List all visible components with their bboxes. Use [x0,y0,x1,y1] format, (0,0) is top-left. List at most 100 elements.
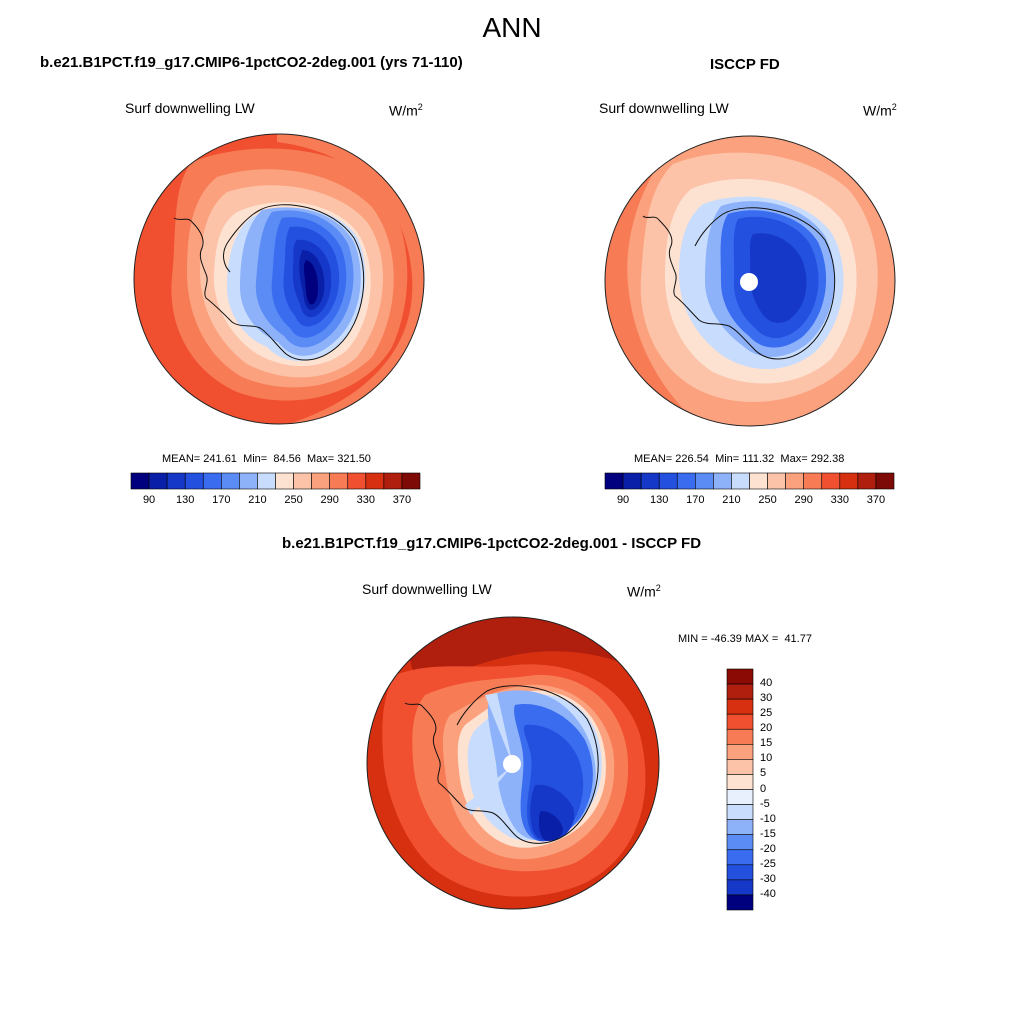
model-units: W/m2 [389,102,423,119]
model-variable-label: Surf downwelling LW [125,100,255,116]
model-colorbar-ticks: 90 130 170 210 250 290 330 370 [131,494,420,508]
obs-variable-label: Surf downwelling LW [599,100,729,116]
colorbar-tick-label: 40 [760,677,773,690]
colorbar-swatch [726,804,754,820]
colorbar-swatch [365,472,385,490]
colorbar-tick-label: 370 [866,494,886,506]
obs-contour-150 [749,233,807,323]
model-contour-90 [304,260,318,305]
colorbar-tick-label: -10 [760,812,776,825]
colorbar-swatch [184,472,204,490]
obs-units: W/m2 [863,102,897,119]
colorbar-tick-label: -5 [760,797,770,810]
colorbar-swatch [749,472,768,490]
colorbar-swatch [713,472,732,490]
colorbar-tick-label: 5 [760,767,767,780]
colorbar-tick-label: 250 [758,494,777,506]
colorbar-swatch [239,472,258,490]
colorbar-tick-label: 290 [794,494,813,506]
colorbar-swatch [726,683,754,700]
model-case-title: b.e21.B1PCT.f19_g17.CMIP6-1pctCO2-2deg.0… [40,54,463,71]
colorbar-swatch [329,472,349,490]
diff-colorbar-ticks: 40 30 25 20 15 10 5 0 -5 -10 -15 -20 -25 -30 -40 [760,669,800,910]
model-stats: MEAN= 241.61 Min= 84.56 Max= 321.50 [162,453,371,465]
colorbar-tick-label: 25 [760,707,773,720]
colorbar-swatch [726,759,754,775]
colorbar-swatch [726,819,754,835]
colorbar-tick-label: 210 [722,494,741,506]
colorbar-swatch [311,472,330,490]
obs-contour-290 [605,136,703,426]
obs-stats: MEAN= 226.54 Min= 111.32 Max= 292.38 [634,453,845,465]
colorbar-swatch [622,472,642,490]
model-map-border [133,133,425,425]
colorbar-swatch [726,789,754,805]
diff-map-border [366,616,660,910]
diff-map [366,616,660,910]
figure-title: ANN [482,12,542,43]
colorbar-swatch [221,472,240,490]
colorbar-swatch [875,472,895,490]
colorbar-tick-label: 330 [830,494,849,506]
colorbar-tick-label: 0 [760,782,767,795]
diff-coastline [404,685,599,844]
obs-pole-missing [740,273,758,291]
colorbar-tick-label: 20 [760,722,773,735]
colorbar-tick-label: 370 [392,494,412,506]
diff-colorbar [726,668,754,911]
colorbar-tick-label: -30 [760,872,776,885]
colorbar-swatch [726,774,754,790]
colorbar-swatch [383,472,403,490]
colorbar-swatch [257,472,276,490]
colorbar-swatch [695,472,714,490]
colorbar-tick-label: -40 [760,887,776,900]
colorbar-swatch [857,472,877,490]
obs-coastline [642,207,836,360]
obs-colorbar-ticks: 90 130 170 210 250 290 330 370 [605,494,894,508]
colorbar-swatch [401,472,421,490]
obs-map [604,135,896,427]
colorbar-swatch [604,472,624,490]
colorbar-tick-label: 290 [320,494,339,506]
colorbar-tick-label: 90 [616,494,630,506]
model-map [133,133,425,425]
colorbar-tick-label: 170 [686,494,705,506]
colorbar-tick-label: 130 [176,494,195,506]
diff-units: W/m2 [627,583,661,600]
colorbar-swatch [202,472,222,490]
colorbar-swatch [726,713,754,730]
colorbar-tick-label: 10 [760,752,773,765]
colorbar-swatch [821,472,841,490]
colorbar-tick-label: 15 [760,737,773,750]
colorbar-tick-label: 210 [248,494,267,506]
colorbar-swatch [658,472,678,490]
colorbar-swatch [726,668,754,685]
diff-pole-missing [503,755,521,773]
colorbar-swatch [726,744,754,760]
colorbar-tick-label: -15 [760,827,776,840]
diff-streak [485,693,513,765]
colorbar-tick-label: 130 [650,494,669,506]
colorbar-swatch [640,472,660,490]
obs-map-border [604,135,896,427]
colorbar-swatch [726,849,754,866]
colorbar-tick-label: 30 [760,692,773,705]
colorbar-swatch [803,472,823,490]
colorbar-swatch [726,834,754,851]
colorbar-swatch [676,472,696,490]
obs-colorbar [604,472,895,490]
colorbar-tick-label: -25 [760,857,776,870]
colorbar-swatch [726,728,754,745]
colorbar-swatch [726,879,754,896]
colorbar-tick-label: 330 [356,494,375,506]
diff-variable-label: Surf downwelling LW [362,581,492,597]
colorbar-tick-label: 90 [142,494,156,506]
colorbar-tick-label: 250 [284,494,303,506]
model-colorbar [130,472,421,490]
colorbar-swatch [726,864,754,881]
diff-stats: MIN = -46.39 MAX = 41.77 [678,633,812,645]
diff-case-title: b.e21.B1PCT.f19_g17.CMIP6-1pctCO2-2deg.0… [282,535,702,552]
colorbar-swatch [347,472,367,490]
colorbar-tick-label: -20 [760,842,776,855]
colorbar-swatch [148,472,168,490]
